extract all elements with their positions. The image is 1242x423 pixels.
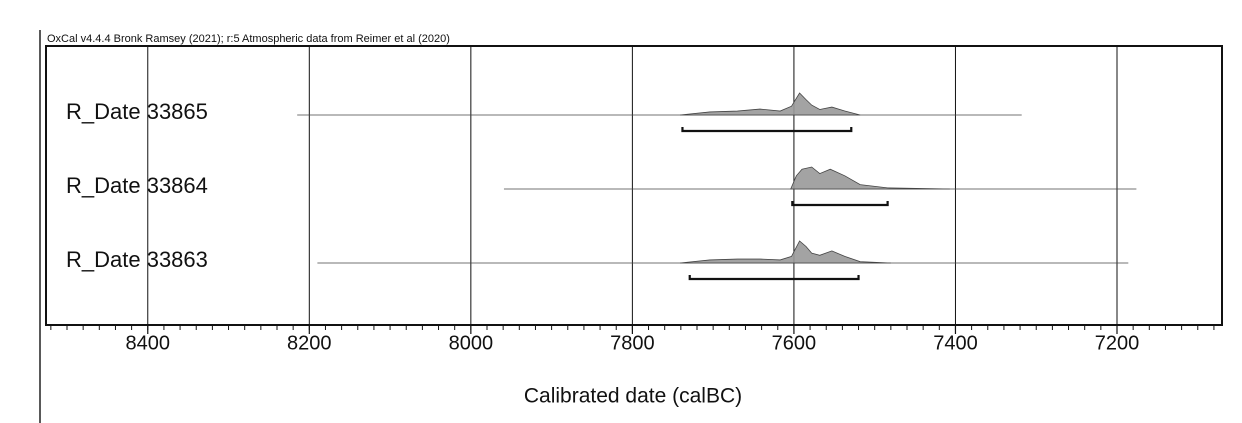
hpd-range-bracket (791, 201, 889, 207)
chart-title: OxCal v4.4.4 Bronk Ramsey (2021); r:5 At… (47, 33, 450, 45)
x-tick-label: 7600 (772, 332, 817, 354)
probability-distribution (790, 166, 950, 190)
x-tick-label: 7800 (610, 332, 655, 354)
x-tick-label: 7400 (933, 332, 978, 354)
plot-frame (45, 45, 1223, 326)
probability-distribution (679, 92, 861, 116)
row-label: R_Date 33865 (66, 99, 208, 124)
x-tick-label: 7200 (1095, 332, 1140, 354)
x-axis-label: Calibrated date (calBC) (524, 385, 742, 408)
x-tick-label: 8000 (449, 332, 494, 354)
x-tick-label: 8200 (287, 332, 332, 354)
probability-distribution (679, 240, 891, 264)
x-tick-label: 8400 (126, 332, 171, 354)
hpd-range-bracket (688, 275, 860, 281)
row-label: R_Date 33863 (66, 247, 208, 272)
hpd-range-bracket (681, 127, 853, 133)
row-label: R_Date 33864 (66, 173, 208, 198)
